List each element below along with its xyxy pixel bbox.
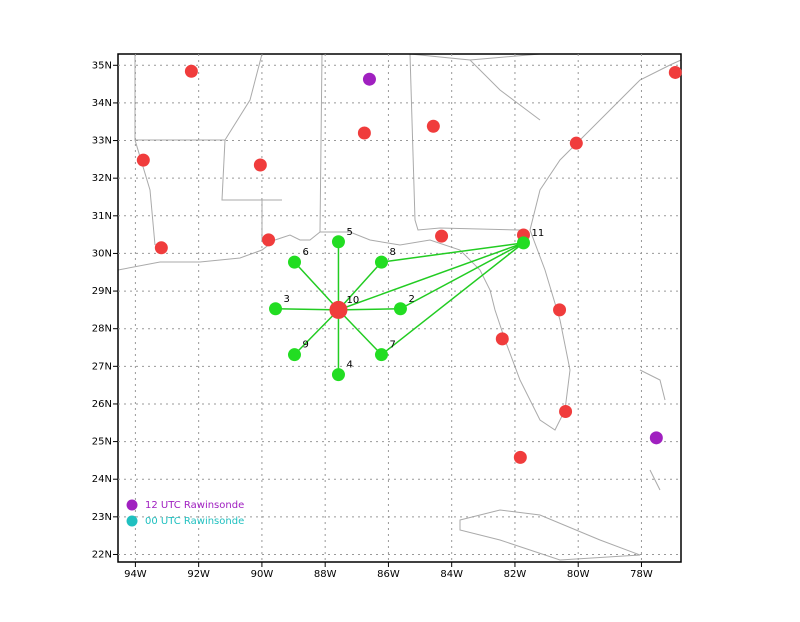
- track-line: [337, 261, 383, 311]
- y-tick-label: 22N: [92, 549, 112, 560]
- track-line: [400, 242, 524, 310]
- station: [374, 348, 388, 362]
- track-line: [275, 308, 339, 311]
- track-line: [293, 309, 339, 356]
- x-tick-label: 88W: [314, 569, 337, 580]
- station: [287, 255, 301, 269]
- track-line: [338, 242, 524, 311]
- station: [331, 368, 345, 382]
- point-label: 2: [408, 294, 414, 305]
- track-line: [293, 261, 340, 311]
- station: [329, 300, 348, 319]
- station: [287, 348, 301, 362]
- station: [426, 119, 440, 133]
- station: [569, 136, 583, 150]
- y-tick-label: 34N: [92, 98, 112, 109]
- station: [649, 431, 663, 445]
- station: [362, 72, 376, 86]
- y-tick-label: 35N: [92, 60, 112, 71]
- point-label: 10: [346, 295, 359, 306]
- y-tick-label: 29N: [92, 286, 112, 297]
- station: [357, 126, 371, 140]
- x-tick-label: 78W: [630, 569, 653, 580]
- station: [154, 241, 168, 255]
- point-label: 11: [531, 228, 544, 239]
- station: [435, 229, 449, 243]
- y-tick-label: 33N: [92, 136, 112, 147]
- point-label: 5: [346, 227, 352, 238]
- station: [559, 404, 573, 418]
- y-tick-label: 26N: [92, 399, 112, 410]
- y-tick-label: 32N: [92, 173, 112, 184]
- station: [253, 158, 267, 172]
- station: [184, 64, 198, 78]
- track-line: [381, 242, 524, 356]
- station: [516, 236, 530, 250]
- track-line: [338, 308, 401, 311]
- plot-frame: [117, 53, 682, 563]
- x-tick-label: 84W: [440, 569, 463, 580]
- legend-label: 12 UTC Rawinsonde: [145, 500, 244, 511]
- y-tick-label: 23N: [92, 512, 112, 523]
- y-tick-label: 28N: [92, 324, 112, 335]
- station: [136, 153, 150, 167]
- station: [668, 65, 682, 79]
- legend-swatch: [126, 515, 138, 527]
- x-tick-label: 82W: [504, 569, 527, 580]
- x-tick-label: 86W: [377, 569, 400, 580]
- y-tick-label: 24N: [92, 474, 112, 485]
- x-tick-label: 80W: [567, 569, 590, 580]
- station: [495, 332, 509, 346]
- point-label: 8: [389, 247, 395, 258]
- point-label: 6: [302, 247, 308, 258]
- y-tick-label: 25N: [92, 437, 112, 448]
- y-tick-label: 27N: [92, 361, 112, 372]
- station: [269, 302, 283, 316]
- station: [513, 450, 527, 464]
- station: [262, 233, 276, 247]
- station: [374, 255, 388, 269]
- point-label: 9: [302, 340, 308, 351]
- x-tick-label: 94W: [124, 569, 147, 580]
- x-tick-label: 92W: [187, 569, 210, 580]
- legend-swatch: [126, 499, 138, 511]
- point-label: 7: [389, 340, 395, 351]
- point-label: 4: [346, 360, 352, 371]
- point-label: 3: [284, 294, 290, 305]
- station: [331, 235, 345, 249]
- y-tick-label: 31N: [92, 211, 112, 222]
- station: [553, 303, 567, 317]
- track-line: [381, 242, 524, 263]
- x-tick-label: 90W: [251, 569, 274, 580]
- station: [393, 302, 407, 316]
- legend-label: 00 UTC Rawinsonde: [145, 516, 244, 527]
- y-tick-label: 30N: [92, 248, 112, 259]
- track-line: [337, 309, 383, 356]
